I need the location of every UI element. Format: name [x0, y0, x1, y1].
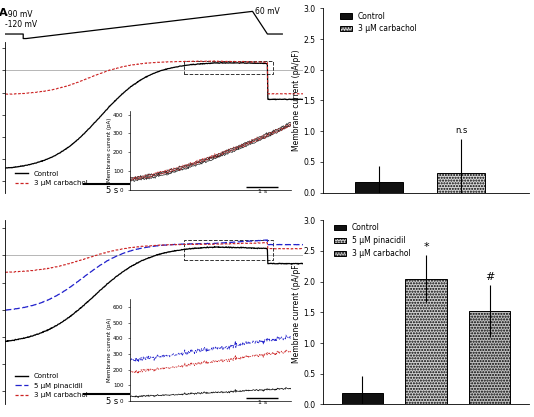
Bar — [355, 181, 403, 193]
Text: n.s: n.s — [455, 126, 467, 136]
Bar — [437, 173, 485, 193]
Bar — [342, 393, 382, 404]
Legend: Control, 3 μM carbachol: Control, 3 μM carbachol — [337, 8, 420, 36]
Text: 60 mV: 60 mV — [255, 7, 280, 16]
Bar — [184, 240, 273, 260]
Legend: Control, 5 μM pinacidil, 3 μM carbachol: Control, 5 μM pinacidil, 3 μM carbachol — [331, 220, 414, 261]
Text: -120 mV: -120 mV — [5, 20, 37, 29]
Y-axis label: Membrane current (pA/pF): Membrane current (pA/pF) — [292, 50, 301, 151]
Legend: Control, 3 μM carbachol: Control, 3 μM carbachol — [12, 168, 91, 189]
Bar — [469, 311, 511, 404]
Bar — [405, 279, 446, 404]
Text: A: A — [0, 8, 8, 18]
Bar — [184, 61, 273, 75]
Text: 5 s: 5 s — [106, 397, 119, 406]
Legend: Control, 5 μM pinacidil, 3 μM carbachol: Control, 5 μM pinacidil, 3 μM carbachol — [12, 371, 91, 401]
Text: 5 s: 5 s — [106, 186, 119, 196]
Text: *: * — [423, 241, 429, 251]
Text: #: # — [485, 271, 494, 281]
Y-axis label: Membrane current (pA/pF): Membrane current (pA/pF) — [292, 261, 301, 363]
Text: -90 mV: -90 mV — [5, 10, 33, 19]
